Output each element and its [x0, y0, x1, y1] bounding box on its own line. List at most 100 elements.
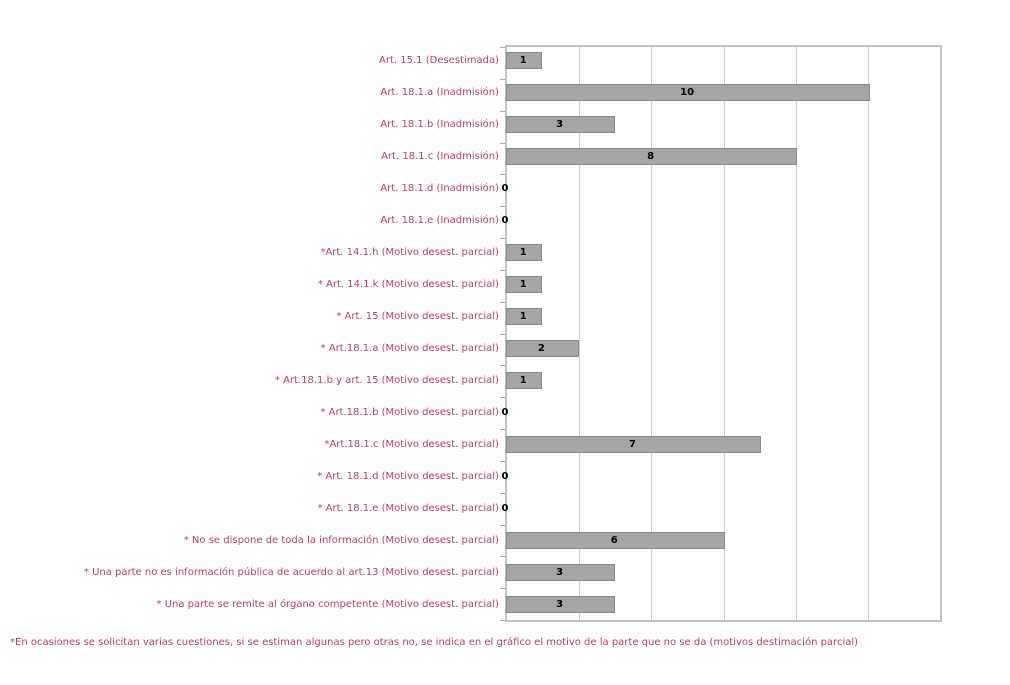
bar-value-label: 0 [501, 471, 509, 482]
axis-tick [500, 620, 505, 621]
bar-value-label: 1 [519, 247, 527, 258]
plot-area [500, 45, 942, 622]
bar-value-label: 6 [610, 535, 618, 546]
axis-tick [500, 525, 505, 526]
category-label: * No se dispone de toda la información (… [183, 535, 499, 546]
chart-row: Art. 18.1.a (Inadmisión) 10 [0, 77, 1010, 109]
category-label: * Art. 18.1.e (Motivo desest. parcial) [317, 503, 499, 514]
bar-value-label: 0 [501, 503, 509, 514]
bar-cell: 2 [505, 333, 942, 365]
chart-row: Art. 18.1.d (Inadmisión) 0 [0, 173, 1010, 205]
bar-cell: 0 [501, 493, 942, 525]
bar-cell: 3 [505, 589, 942, 621]
gridline [651, 47, 653, 620]
chart-rows: Art. 15.1 (Desestimada) 1 Art. 18.1.a (Ina… [0, 45, 1010, 621]
axis-tick [500, 111, 505, 112]
chart-footnote: *En ocasiones se solicitan varias cuesti… [10, 637, 859, 648]
axis-tick [500, 206, 505, 207]
chart-row: *Art.18.1.c (Motivo desest. parcial) 7 [0, 429, 1010, 461]
bar [506, 532, 725, 549]
axis-tick [500, 397, 505, 398]
bar-cell: 1 [505, 365, 942, 397]
bar-value-label: 8 [647, 151, 655, 162]
bar [506, 596, 616, 613]
chart-row: * Una parte no es información pública de… [0, 557, 1010, 589]
bar-cell: 6 [505, 525, 942, 557]
axis-tick [500, 238, 505, 239]
bar-value-label: 1 [519, 279, 527, 290]
bar [506, 116, 616, 133]
chart-row: * Art. 14.1.k (Motivo desest. parcial) 1 [0, 269, 1010, 301]
axis-tick [500, 556, 505, 557]
chart-row: * No se dispone de toda la información (… [0, 525, 1010, 557]
bar-value-label: 1 [519, 55, 527, 66]
category-label: * Una parte no es información pública de… [83, 567, 499, 578]
bar-cell: 0 [501, 205, 942, 237]
axis-tick [500, 270, 505, 271]
category-label: Art. 18.1.d (Inadmisión) [380, 183, 499, 194]
axis-tick [500, 365, 505, 366]
bar-cell: 1 [505, 301, 942, 333]
chart-row: *Art. 14.1.h (Motivo desest. parcial) 1 [0, 237, 1010, 269]
bar-value-label: 1 [519, 375, 527, 386]
bar [506, 276, 543, 293]
bar [506, 52, 543, 69]
bar-value-label: 0 [501, 407, 509, 418]
bar-value-label: 0 [501, 215, 509, 226]
bar-cell: 1 [505, 45, 942, 77]
axis-tick [500, 143, 505, 144]
category-label: Art. 18.1.b (Inadmisión) [380, 119, 499, 130]
bar [506, 244, 543, 261]
chart-row: Art. 15.1 (Desestimada) 1 [0, 45, 1010, 77]
axis-tick [500, 588, 505, 589]
axis-tick [500, 79, 505, 80]
category-label: * Art.18.1.a (Motivo desest. parcial) [320, 343, 499, 354]
bar [506, 340, 579, 357]
bar-value-label: 3 [556, 119, 564, 130]
bar-cell: 1 [505, 269, 942, 301]
category-label: * Una parte se remite al órgano competen… [156, 599, 499, 610]
bar-cell: 0 [501, 397, 942, 429]
axis-tick [500, 302, 505, 303]
bar-cell: 0 [502, 173, 942, 205]
bar-cell: 0 [501, 461, 942, 493]
bar-cell: 10 [505, 77, 942, 109]
chart-row: Art. 18.1.e (Inadmisión) 0 [0, 205, 1010, 237]
gridline [867, 47, 869, 620]
bar-cell: 1 [505, 237, 942, 269]
chart-row: * Art.18.1.b y art. 15 (Motivo desest. p… [0, 365, 1010, 397]
bar-cell: 7 [505, 429, 942, 461]
bar-cell: 3 [505, 109, 942, 141]
chart-row: Art. 18.1.b (Inadmisión) 3 [0, 109, 1010, 141]
category-label: * Art. 15 (Motivo desest. parcial) [336, 311, 499, 322]
bar-value-label: 2 [537, 343, 545, 354]
chart-row: * Art.18.1.a (Motivo desest. parcial) 2 [0, 333, 1010, 365]
category-label: * Art. 18.1.d (Motivo desest. parcial) [317, 471, 499, 482]
gridline [795, 47, 797, 620]
axis-tick [500, 493, 505, 494]
category-label: * Art.18.1.b (Motivo desest. parcial) [320, 407, 499, 418]
chart-row: Art. 18.1.c (Inadmisión) 8 [0, 141, 1010, 173]
category-label: * Art. 14.1.k (Motivo desest. parcial) [317, 279, 499, 290]
category-label: *Art.18.1.c (Motivo desest. parcial) [324, 439, 499, 450]
category-label: *Art. 14.1.h (Motivo desest. parcial) [320, 247, 499, 258]
chart-row: * Art. 15 (Motivo desest. parcial) 1 [0, 301, 1010, 333]
axis-tick [500, 174, 505, 175]
bar-cell: 8 [505, 141, 942, 173]
category-label: * Art.18.1.b y art. 15 (Motivo desest. p… [274, 375, 499, 386]
gridline [579, 47, 581, 620]
axis-tick [500, 334, 505, 335]
category-label: Art. 18.1.c (Inadmisión) [381, 151, 499, 162]
chart-row: * Una parte se remite al órgano competen… [0, 589, 1010, 621]
bar-value-label: 7 [628, 439, 636, 450]
chart-row: * Art.18.1.b (Motivo desest. parcial) 0 [0, 397, 1010, 429]
axis-tick [500, 429, 505, 430]
bar [506, 564, 616, 581]
bar [506, 308, 543, 325]
category-label: Art. 18.1.a (Inadmisión) [380, 87, 499, 98]
bar-cell: 3 [505, 557, 942, 589]
gridline [723, 47, 725, 620]
chart-row: * Art. 18.1.e (Motivo desest. parcial) 0 [0, 493, 1010, 525]
bar [506, 436, 761, 453]
bar [506, 148, 798, 165]
